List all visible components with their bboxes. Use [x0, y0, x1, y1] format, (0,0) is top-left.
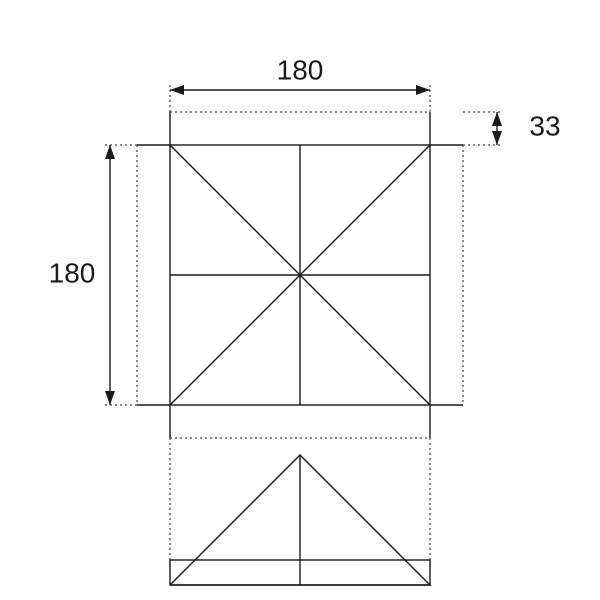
technical-drawing: 180 180 33 — [0, 0, 600, 600]
dim-right-flap: 33 — [529, 110, 560, 141]
dim-top-width: 180 — [277, 54, 324, 85]
dim-left-height: 180 — [49, 257, 96, 288]
